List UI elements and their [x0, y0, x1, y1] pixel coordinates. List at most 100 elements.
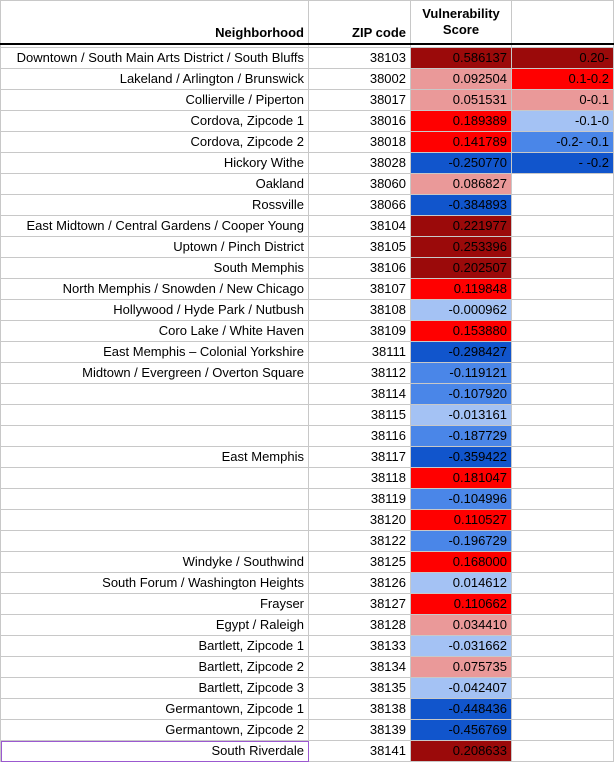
zip-code-cell[interactable]: 38139	[308, 719, 411, 741]
vulnerability-score-cell[interactable]: 0.208633	[410, 740, 512, 762]
neighborhood-cell[interactable]	[0, 530, 309, 552]
legend-cell[interactable]	[511, 425, 614, 447]
vulnerability-score-cell[interactable]: -0.107920	[410, 383, 512, 405]
neighborhood-cell[interactable]: Hickory Withe	[0, 152, 309, 174]
neighborhood-cell[interactable]: Midtown / Evergreen / Overton Square	[0, 362, 309, 384]
zip-code-cell[interactable]: 38126	[308, 572, 411, 594]
zip-code-cell[interactable]: 38111	[308, 341, 411, 363]
neighborhood-cell[interactable]	[0, 488, 309, 510]
vulnerability-score-cell[interactable]: -0.187729	[410, 425, 512, 447]
legend-cell[interactable]	[511, 236, 614, 258]
zip-code-cell[interactable]: 38028	[308, 152, 411, 174]
vulnerability-score-cell[interactable]: 0.189389	[410, 110, 512, 132]
neighborhood-cell[interactable]	[0, 425, 309, 447]
zip-code-cell[interactable]: 38122	[308, 530, 411, 552]
vulnerability-score-cell[interactable]: 0.168000	[410, 551, 512, 573]
zip-code-cell[interactable]: 38127	[308, 593, 411, 615]
vulnerability-score-cell[interactable]: 0.253396	[410, 236, 512, 258]
vulnerability-score-cell[interactable]: 0.086827	[410, 173, 512, 195]
neighborhood-cell[interactable]: Collierville / Piperton	[0, 89, 309, 111]
legend-cell[interactable]	[511, 593, 614, 615]
header-zip-code[interactable]: ZIP code	[308, 0, 411, 44]
vulnerability-score-cell[interactable]: -0.104996	[410, 488, 512, 510]
neighborhood-cell[interactable]: Lakeland / Arlington / Brunswick	[0, 68, 309, 90]
zip-code-cell[interactable]: 38108	[308, 299, 411, 321]
vulnerability-score-cell[interactable]: -0.013161	[410, 404, 512, 426]
vulnerability-score-cell[interactable]: -0.000962	[410, 299, 512, 321]
zip-code-cell[interactable]: 38117	[308, 446, 411, 468]
vulnerability-score-cell[interactable]: -0.031662	[410, 635, 512, 657]
vulnerability-score-cell[interactable]: 0.014612	[410, 572, 512, 594]
legend-cell[interactable]	[511, 446, 614, 468]
vulnerability-score-cell[interactable]: 0.051531	[410, 89, 512, 111]
legend-cell[interactable]	[511, 383, 614, 405]
vulnerability-score-cell[interactable]: 0.075735	[410, 656, 512, 678]
legend-cell[interactable]	[511, 698, 614, 720]
zip-code-cell[interactable]: 38133	[308, 635, 411, 657]
legend-cell[interactable]	[511, 320, 614, 342]
vulnerability-score-cell[interactable]: -0.359422	[410, 446, 512, 468]
neighborhood-cell[interactable]: Downtown / South Main Arts District / So…	[0, 47, 309, 69]
legend-cell[interactable]: -0.1-0	[511, 110, 614, 132]
vulnerability-score-cell[interactable]: 0.110662	[410, 593, 512, 615]
legend-cell[interactable]	[511, 530, 614, 552]
neighborhood-cell[interactable]: Cordova, Zipcode 1	[0, 110, 309, 132]
legend-cell[interactable]	[511, 614, 614, 636]
vulnerability-score-cell[interactable]: 0.034410	[410, 614, 512, 636]
zip-code-cell[interactable]: 38115	[308, 404, 411, 426]
vulnerability-score-cell[interactable]: 0.181047	[410, 467, 512, 489]
legend-cell[interactable]	[511, 677, 614, 699]
vulnerability-score-cell[interactable]: -0.298427	[410, 341, 512, 363]
zip-code-cell[interactable]: 38018	[308, 131, 411, 153]
zip-code-cell[interactable]: 38120	[308, 509, 411, 531]
zip-code-cell[interactable]: 38141	[308, 740, 411, 762]
vulnerability-score-cell[interactable]: 0.141789	[410, 131, 512, 153]
neighborhood-cell[interactable]: Frayser	[0, 593, 309, 615]
vulnerability-score-cell[interactable]: -0.384893	[410, 194, 512, 216]
zip-code-cell[interactable]: 38017	[308, 89, 411, 111]
neighborhood-cell[interactable]: South Memphis	[0, 257, 309, 279]
legend-cell[interactable]: -0.2- -0.1	[511, 131, 614, 153]
neighborhood-cell[interactable]: Germantown, Zipcode 1	[0, 698, 309, 720]
neighborhood-cell[interactable]: Oakland	[0, 173, 309, 195]
zip-code-cell[interactable]: 38103	[308, 47, 411, 69]
zip-code-cell[interactable]: 38114	[308, 383, 411, 405]
legend-cell[interactable]	[511, 467, 614, 489]
neighborhood-cell[interactable]	[0, 467, 309, 489]
vulnerability-score-cell[interactable]: 0.221977	[410, 215, 512, 237]
neighborhood-cell[interactable]: East Midtown / Central Gardens / Cooper …	[0, 215, 309, 237]
neighborhood-cell[interactable]: South Forum / Washington Heights	[0, 572, 309, 594]
zip-code-cell[interactable]: 38118	[308, 467, 411, 489]
neighborhood-cell[interactable]: South Riverdale	[0, 740, 309, 762]
legend-cell[interactable]	[511, 488, 614, 510]
neighborhood-cell[interactable]: Cordova, Zipcode 2	[0, 131, 309, 153]
zip-code-cell[interactable]: 38107	[308, 278, 411, 300]
neighborhood-cell[interactable]: Coro Lake / White Haven	[0, 320, 309, 342]
zip-code-cell[interactable]: 38125	[308, 551, 411, 573]
vulnerability-score-cell[interactable]: 0.153880	[410, 320, 512, 342]
neighborhood-cell[interactable]: Hollywood / Hyde Park / Nutbush	[0, 299, 309, 321]
zip-code-cell[interactable]: 38105	[308, 236, 411, 258]
zip-code-cell[interactable]: 38002	[308, 68, 411, 90]
zip-code-cell[interactable]: 38112	[308, 362, 411, 384]
legend-cell[interactable]	[511, 509, 614, 531]
zip-code-cell[interactable]: 38128	[308, 614, 411, 636]
zip-code-cell[interactable]: 38016	[308, 110, 411, 132]
legend-cell[interactable]	[511, 551, 614, 573]
header-legend-empty[interactable]	[511, 0, 614, 44]
neighborhood-cell[interactable]	[0, 404, 309, 426]
legend-cell[interactable]	[511, 740, 614, 762]
neighborhood-cell[interactable]: East Memphis – Colonial Yorkshire	[0, 341, 309, 363]
zip-code-cell[interactable]: 38109	[308, 320, 411, 342]
legend-cell[interactable]	[511, 362, 614, 384]
legend-cell[interactable]	[511, 173, 614, 195]
zip-code-cell[interactable]: 38104	[308, 215, 411, 237]
neighborhood-cell[interactable]: Windyke / Southwind	[0, 551, 309, 573]
legend-cell[interactable]	[511, 278, 614, 300]
header-vulnerability-score[interactable]: Vulnerability Score	[410, 0, 512, 44]
zip-code-cell[interactable]: 38066	[308, 194, 411, 216]
vulnerability-score-cell[interactable]: 0.092504	[410, 68, 512, 90]
vulnerability-score-cell[interactable]: -0.456769	[410, 719, 512, 741]
neighborhood-cell[interactable]: Bartlett, Zipcode 2	[0, 656, 309, 678]
zip-code-cell[interactable]: 38138	[308, 698, 411, 720]
